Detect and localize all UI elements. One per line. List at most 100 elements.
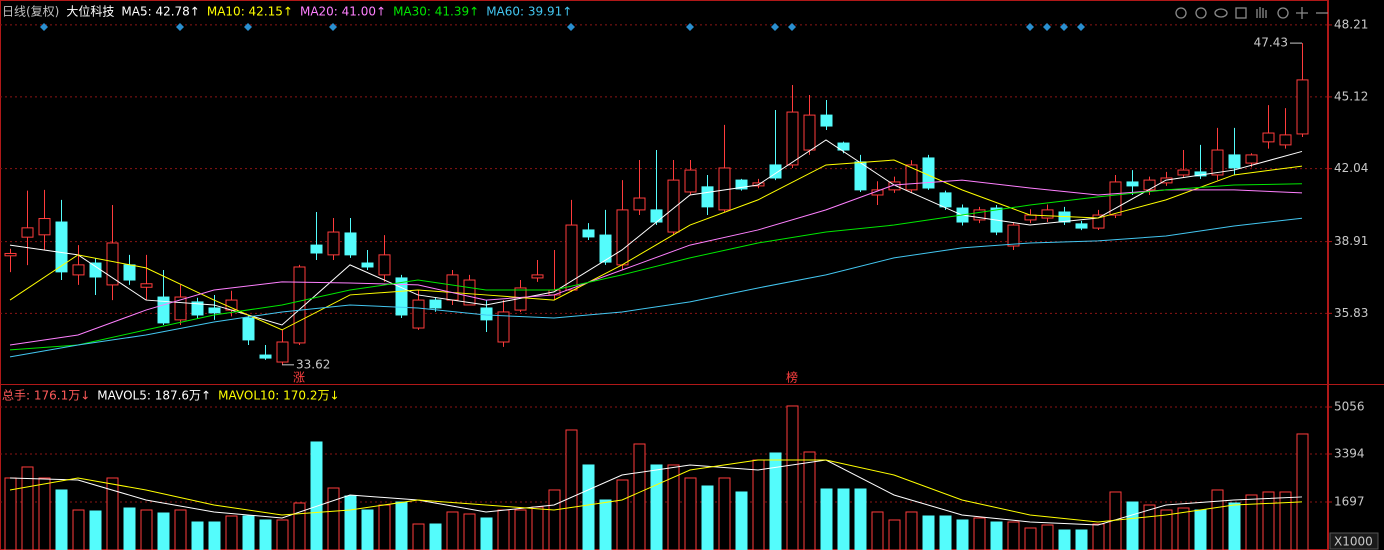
volume-bar [667, 464, 680, 550]
candle-body [106, 242, 119, 286]
volume-bar [752, 459, 765, 550]
volume-bar [378, 504, 391, 550]
volume-bar [990, 521, 1003, 550]
indicator-icon[interactable] [1195, 7, 1207, 19]
y-tick-label: 5056 [1334, 399, 1365, 413]
volume-bar [225, 515, 238, 550]
candle-body [157, 296, 170, 324]
legend-entry: MA60: 39.91↑ [486, 5, 572, 19]
volume-bar [1245, 494, 1258, 550]
candle-body [1228, 154, 1241, 169]
volume-bar [1041, 524, 1054, 550]
volume-bar [1024, 527, 1037, 550]
candle-body [599, 234, 612, 263]
event-marker [1060, 23, 1068, 31]
candle-body [531, 274, 544, 279]
hand-icon[interactable] [1256, 7, 1267, 18]
candle-body [21, 227, 34, 238]
candle-body [1075, 223, 1088, 229]
legend-entry: MA20: 41.00↑ [300, 5, 386, 19]
volume-bar [123, 507, 136, 550]
candle-body [361, 262, 374, 268]
candle-body [1211, 149, 1224, 176]
y-tick-label: 38.91 [1334, 234, 1368, 248]
annotation: 榜 [786, 370, 798, 385]
unit-label: X1000 [1334, 535, 1373, 549]
candle-body [1024, 214, 1037, 221]
volume-bar [38, 477, 51, 550]
candle-body [650, 209, 663, 223]
volume-bar [1007, 521, 1020, 550]
candle-body [769, 164, 782, 179]
legend-entry: MAVOL10: 170.2万↓ [218, 389, 339, 403]
low-label: 33.62 [296, 357, 330, 371]
candle-body [1177, 169, 1190, 176]
volume-bar [956, 519, 969, 550]
volume-bar [72, 509, 85, 550]
candle-body [667, 179, 680, 233]
candle-body [871, 189, 884, 196]
candle-body [616, 209, 629, 266]
candle-body [1041, 209, 1054, 219]
volume-bar [854, 488, 867, 550]
moving-average-line [9, 179, 1303, 346]
candle-body [633, 197, 646, 211]
candle-body [786, 111, 799, 166]
candle-body [939, 192, 952, 208]
legend-entry: MA30: 41.39↑ [393, 5, 479, 19]
candle-body [259, 354, 272, 359]
volume-bar [395, 501, 408, 550]
view-icon[interactable] [1214, 8, 1228, 18]
candle-body [55, 221, 68, 273]
volume-bar [1092, 523, 1105, 550]
candle-body [1262, 132, 1275, 143]
volume-bar [616, 479, 629, 550]
candle-body [684, 169, 697, 193]
volume-bar [786, 405, 799, 550]
legend-entry: MA5: 42.78↑ [121, 5, 199, 19]
candle-body [174, 296, 187, 321]
volume-bar [242, 515, 255, 550]
volume-bar [497, 509, 510, 550]
zoom-in-icon[interactable] [1296, 7, 1308, 19]
volume-bar [650, 464, 663, 550]
candle-body [973, 209, 986, 221]
candle-body [446, 274, 459, 301]
candle-body [191, 301, 204, 316]
volume-bar [344, 495, 357, 550]
volume-bar [157, 512, 170, 550]
candle-body [1126, 181, 1139, 187]
volume-bar [599, 499, 612, 550]
candle-body [1007, 224, 1020, 247]
candle-body [344, 232, 357, 256]
volume-bar [1177, 507, 1190, 550]
candle-body [1245, 154, 1258, 164]
settings-icon[interactable] [1175, 7, 1187, 19]
event-marker [1043, 23, 1051, 31]
high-label: 47.43 [1254, 36, 1288, 50]
tool-icon[interactable] [1235, 7, 1247, 19]
candle-body [837, 142, 850, 151]
legend-title: 总手: 176.1万↓ [2, 389, 90, 403]
volume-bar [837, 488, 850, 550]
volume-bar [565, 429, 578, 550]
price-legend: 日线(复权) 大位科技 MA5: 42.78↑ MA10: 42.15↑ MA20: 4… [2, 4, 572, 19]
volume-bar [1143, 504, 1156, 550]
pin-icon[interactable] [1277, 7, 1289, 19]
volume-bar [446, 511, 459, 550]
candle-body [820, 114, 833, 127]
candle-body [429, 299, 442, 309]
candle-body [4, 252, 17, 257]
candle-body [378, 254, 391, 276]
volume-bar [871, 511, 884, 550]
volume-bar [735, 491, 748, 550]
moving-average-line [9, 139, 1303, 326]
y-tick-label: 35.83 [1334, 306, 1368, 320]
volume-bar [208, 521, 221, 550]
volume-bar [412, 523, 425, 550]
candle-body [905, 164, 918, 191]
volume-bar [191, 521, 204, 550]
candle-body [242, 317, 255, 341]
